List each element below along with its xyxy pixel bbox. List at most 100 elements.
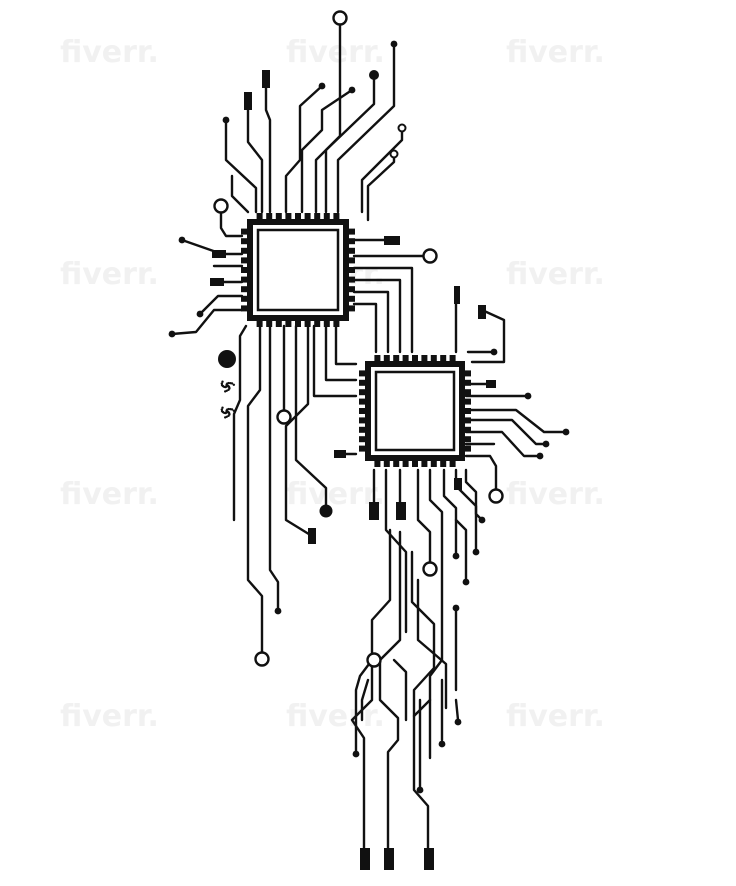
terminals	[168, 10, 570, 870]
trace	[264, 74, 272, 214]
chip-pin	[285, 318, 292, 327]
chip-pin	[346, 276, 355, 283]
chip-pin	[393, 458, 400, 467]
trace	[360, 678, 370, 722]
speckle-dot	[227, 414, 230, 418]
chip-pin	[346, 257, 355, 264]
trace	[354, 658, 374, 754]
chip-pin	[241, 305, 250, 312]
trace	[350, 528, 392, 852]
trace	[352, 290, 390, 354]
trace	[324, 72, 376, 214]
chip-pin	[256, 318, 263, 327]
terminal-dot	[452, 604, 460, 612]
terminal-dot	[369, 70, 379, 80]
trace	[219, 206, 244, 238]
terminal-ring	[488, 488, 504, 504]
trace	[410, 550, 436, 852]
chip-pin	[314, 318, 321, 327]
chip-pin	[383, 458, 390, 467]
chip-pin	[304, 213, 311, 222]
terminal-ring	[422, 248, 438, 264]
trace	[464, 454, 498, 496]
terminal-pad	[334, 450, 346, 458]
terminal-dot	[222, 116, 230, 124]
speckle-dot	[227, 381, 230, 385]
chip-pin	[412, 355, 418, 364]
chip-pin	[402, 355, 409, 364]
trace	[378, 530, 402, 852]
terminal-dot	[318, 82, 326, 90]
trace	[464, 408, 568, 434]
speckle-dot	[226, 410, 230, 414]
trace	[232, 324, 248, 522]
speckle-dot	[221, 380, 224, 383]
terminal-pad	[369, 502, 379, 520]
chip-pin	[449, 458, 456, 467]
chip-pin	[374, 458, 381, 467]
terminal-dot	[478, 516, 486, 524]
watermark-text: fiverr.	[506, 699, 605, 734]
chip-pin	[462, 436, 471, 443]
trace	[170, 308, 244, 336]
speckle-dot	[227, 388, 230, 392]
watermark-text: fiverr.	[506, 257, 605, 292]
watermark-text: fiverr.	[506, 477, 605, 512]
trace	[284, 324, 314, 538]
terminal-dot	[352, 750, 360, 758]
trace	[428, 468, 444, 760]
watermark-text: fiverr.	[286, 35, 385, 70]
terminal-dot	[274, 607, 282, 615]
speckle-dot	[229, 381, 232, 385]
chip-pin	[462, 445, 471, 452]
terminal-pad	[262, 70, 270, 88]
trace	[336, 42, 396, 214]
chip-pin	[359, 398, 368, 405]
trace	[454, 698, 460, 722]
chip-pin	[346, 286, 355, 293]
speckle-dot	[225, 389, 228, 392]
trace	[366, 152, 396, 222]
trace	[246, 324, 264, 660]
speckle-dot	[232, 409, 236, 413]
terminal-dot	[536, 452, 544, 460]
terminal-dot	[196, 310, 204, 318]
watermark-text: fiverr.	[286, 477, 385, 512]
chip-pin	[359, 379, 368, 386]
terminal-dot	[348, 86, 356, 94]
chip-pin	[383, 355, 390, 364]
watermark-text: fiverr.	[60, 257, 159, 292]
chip-pin	[374, 355, 381, 364]
terminal-pad	[396, 502, 406, 520]
speckle-dot	[225, 415, 228, 418]
chip-pin	[241, 267, 250, 273]
terminal-dot	[416, 786, 424, 794]
watermark-text: fiverr.	[60, 477, 159, 512]
terminal-pad	[308, 528, 316, 544]
chip-pin	[359, 370, 368, 377]
trace	[300, 88, 354, 214]
terminal-pad	[478, 305, 486, 319]
chip-pin	[285, 213, 292, 222]
chip-pin	[462, 417, 471, 424]
terminal-pad	[424, 848, 434, 870]
chip-pin	[241, 247, 250, 254]
speckle-dot	[225, 383, 228, 386]
speckle-dot	[225, 409, 228, 412]
trace	[392, 658, 408, 722]
terminal-dot	[319, 504, 333, 518]
trace	[198, 294, 244, 316]
chip-pin	[359, 417, 368, 424]
terminal-pad	[454, 286, 460, 304]
terminal-pad	[384, 236, 400, 245]
terminal-dot	[454, 718, 462, 726]
chip-pin	[323, 318, 330, 327]
trace	[230, 174, 250, 214]
chip-pin	[430, 458, 437, 467]
terminal-ring	[332, 10, 348, 26]
terminal-ring	[422, 561, 438, 577]
speckle-dot	[220, 408, 224, 411]
trace	[454, 518, 468, 582]
trace	[352, 278, 402, 354]
